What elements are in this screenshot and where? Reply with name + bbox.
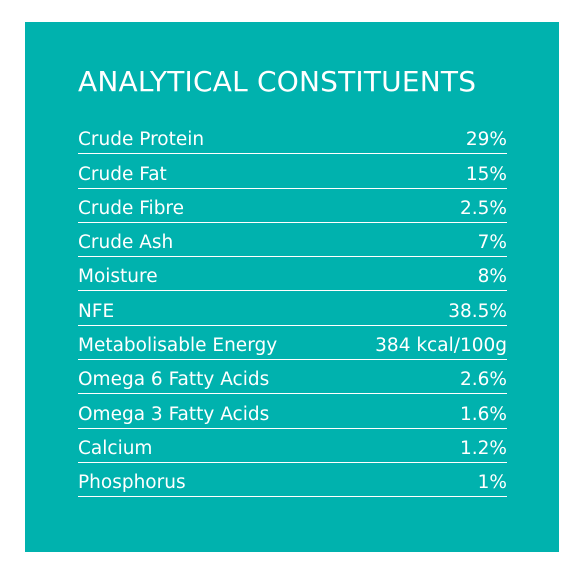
row-value: 2.6%	[460, 369, 507, 391]
row-label: Crude Fibre	[78, 197, 185, 219]
table-row: Omega 6 Fatty Acids 2.6%	[78, 361, 507, 395]
row-value: 15%	[465, 163, 507, 185]
row-value: 1%	[477, 472, 507, 494]
table-row: Crude Fat 15%	[78, 155, 507, 189]
row-label: Crude Ash	[78, 232, 174, 254]
table-row: Metabolisable Energy 384 kcal/100g	[78, 327, 507, 361]
row-label: Moisture	[78, 266, 158, 288]
row-label: Omega 6 Fatty Acids	[78, 369, 270, 391]
table-row: Phosphorus 1%	[78, 464, 507, 498]
panel-title: ANALYTICAL CONSTITUENTS	[78, 65, 477, 98]
row-label: Metabolisable Energy	[78, 335, 278, 357]
row-label: Calcium	[78, 437, 153, 459]
table-row: Moisture 8%	[78, 258, 507, 292]
row-value: 1.2%	[460, 437, 507, 459]
table-row: Calcium 1.2%	[78, 430, 507, 463]
row-label: NFE	[78, 300, 115, 322]
table-row: Omega 3 Fatty Acids 1.6%	[78, 395, 507, 429]
row-value: 29%	[465, 129, 507, 151]
table-row: Crude Fibre 2.5%	[78, 190, 507, 223]
analytical-constituents-panel: ANALYTICAL CONSTITUENTS Crude Protein 29…	[25, 22, 559, 552]
row-value: 2.5%	[460, 197, 507, 219]
row-value: 1.6%	[460, 403, 507, 425]
row-value: 384 kcal/100g	[375, 335, 507, 357]
row-value: 38.5%	[448, 300, 507, 322]
row-label: Crude Protein	[78, 129, 205, 151]
row-label: Phosphorus	[78, 472, 186, 494]
table-row: Crude Protein 29%	[78, 121, 507, 155]
row-label: Omega 3 Fatty Acids	[78, 403, 270, 425]
table-row: Crude Ash 7%	[78, 224, 507, 258]
row-value: 7%	[477, 232, 507, 254]
row-label: Crude Fat	[78, 163, 167, 185]
constituents-table: Crude Protein 29% Crude Fat 15% Crude Fi…	[78, 121, 507, 498]
row-value: 8%	[477, 266, 507, 288]
table-row: NFE 38.5%	[78, 292, 507, 326]
